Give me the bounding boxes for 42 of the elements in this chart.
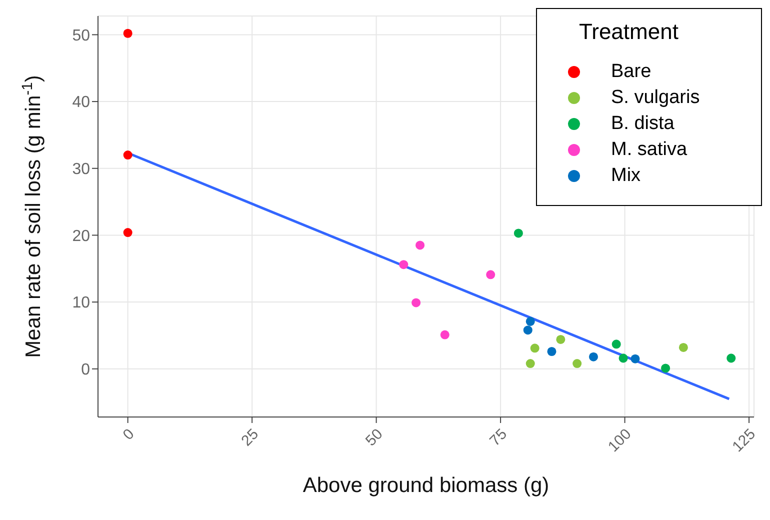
point	[526, 316, 535, 326]
legend-label: M. sativa	[611, 139, 688, 161]
x-axis-title: Above ground biomass (g)	[302, 474, 550, 497]
x-tick-label: 25	[238, 426, 262, 450]
point	[556, 334, 566, 344]
y-tick-label: 0	[81, 362, 90, 379]
point	[440, 330, 450, 340]
point	[588, 352, 598, 362]
point	[123, 228, 132, 238]
point	[526, 359, 535, 368]
legend-title: Treatment	[579, 19, 680, 45]
point	[618, 354, 628, 363]
point	[486, 270, 496, 280]
y-tick-label: 10	[72, 294, 90, 312]
x-tick-label: 50	[362, 426, 386, 450]
y-tick-label: 30	[72, 161, 90, 178]
point	[661, 364, 670, 373]
legend-label: S. vulgaris	[611, 87, 700, 109]
x-tick-label: 100	[604, 426, 635, 456]
point	[412, 298, 421, 308]
point	[523, 326, 532, 335]
point	[630, 354, 640, 364]
legend-label: B. dista	[611, 113, 674, 135]
point	[612, 340, 621, 349]
legend-label: Mix	[611, 165, 641, 187]
x-tick-label: 0	[120, 426, 138, 444]
legend-label: Bare	[611, 61, 652, 83]
y-tick-label: 50	[72, 27, 90, 44]
point	[416, 240, 425, 250]
point	[514, 228, 523, 238]
point	[123, 150, 132, 160]
point	[678, 342, 688, 352]
point	[530, 344, 540, 353]
y-tick-label: 20	[72, 228, 90, 245]
x-tick-label: 125	[729, 426, 759, 456]
point	[399, 260, 408, 270]
y-tick-label: 40	[72, 94, 90, 112]
point	[572, 359, 582, 368]
point	[726, 354, 736, 363]
point	[547, 347, 556, 356]
x-tick-label: 75	[486, 426, 510, 450]
point	[123, 28, 132, 38]
